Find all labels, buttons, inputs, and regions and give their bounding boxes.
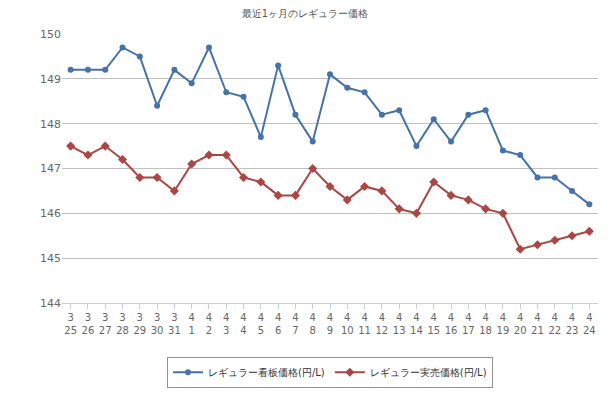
svg-text:421: 421 <box>531 312 544 336</box>
svg-text:329: 329 <box>133 312 146 336</box>
svg-text:417: 417 <box>462 312 475 336</box>
svg-text:45: 45 <box>258 312 264 336</box>
svg-text:43: 43 <box>223 312 229 336</box>
svg-text:418: 418 <box>479 312 492 336</box>
svg-text:144: 144 <box>40 297 61 310</box>
svg-text:146: 146 <box>40 207 61 220</box>
svg-text:326: 326 <box>82 312 95 336</box>
svg-text:325: 325 <box>64 312 77 336</box>
svg-text:419: 419 <box>497 312 510 336</box>
svg-text:414: 414 <box>410 312 423 336</box>
svg-text:41: 41 <box>188 312 194 336</box>
svg-text:424: 424 <box>583 312 596 336</box>
svg-text:最近1ヶ月のレギュラー価格: 最近1ヶ月のレギュラー価格 <box>242 8 368 19</box>
svg-text:415: 415 <box>427 312 440 336</box>
svg-text:147: 147 <box>40 162 61 175</box>
svg-text:331: 331 <box>168 312 181 336</box>
svg-text:148: 148 <box>40 118 61 131</box>
svg-text:410: 410 <box>341 312 354 336</box>
svg-text:327: 327 <box>99 312 112 336</box>
svg-text:49: 49 <box>327 312 333 336</box>
svg-text:レギュラー実売価格(円/L): レギュラー実売価格(円/L) <box>370 367 487 378</box>
svg-text:420: 420 <box>514 312 527 336</box>
svg-text:416: 416 <box>445 312 458 336</box>
svg-text:413: 413 <box>393 312 406 336</box>
svg-text:46: 46 <box>275 312 281 336</box>
svg-text:422: 422 <box>548 312 561 336</box>
svg-text:412: 412 <box>376 312 389 336</box>
svg-text:411: 411 <box>358 312 371 336</box>
svg-text:47: 47 <box>292 312 298 336</box>
svg-text:150: 150 <box>40 28 61 41</box>
svg-text:149: 149 <box>40 73 61 86</box>
svg-text:42: 42 <box>206 312 212 336</box>
svg-text:423: 423 <box>566 312 579 336</box>
svg-text:145: 145 <box>40 252 61 265</box>
svg-text:328: 328 <box>116 312 129 336</box>
svg-text:44: 44 <box>240 312 246 336</box>
svg-text:330: 330 <box>151 312 164 336</box>
svg-text:48: 48 <box>310 312 316 336</box>
svg-text:レギュラー看板価格(円/L): レギュラー看板価格(円/L) <box>208 367 325 378</box>
